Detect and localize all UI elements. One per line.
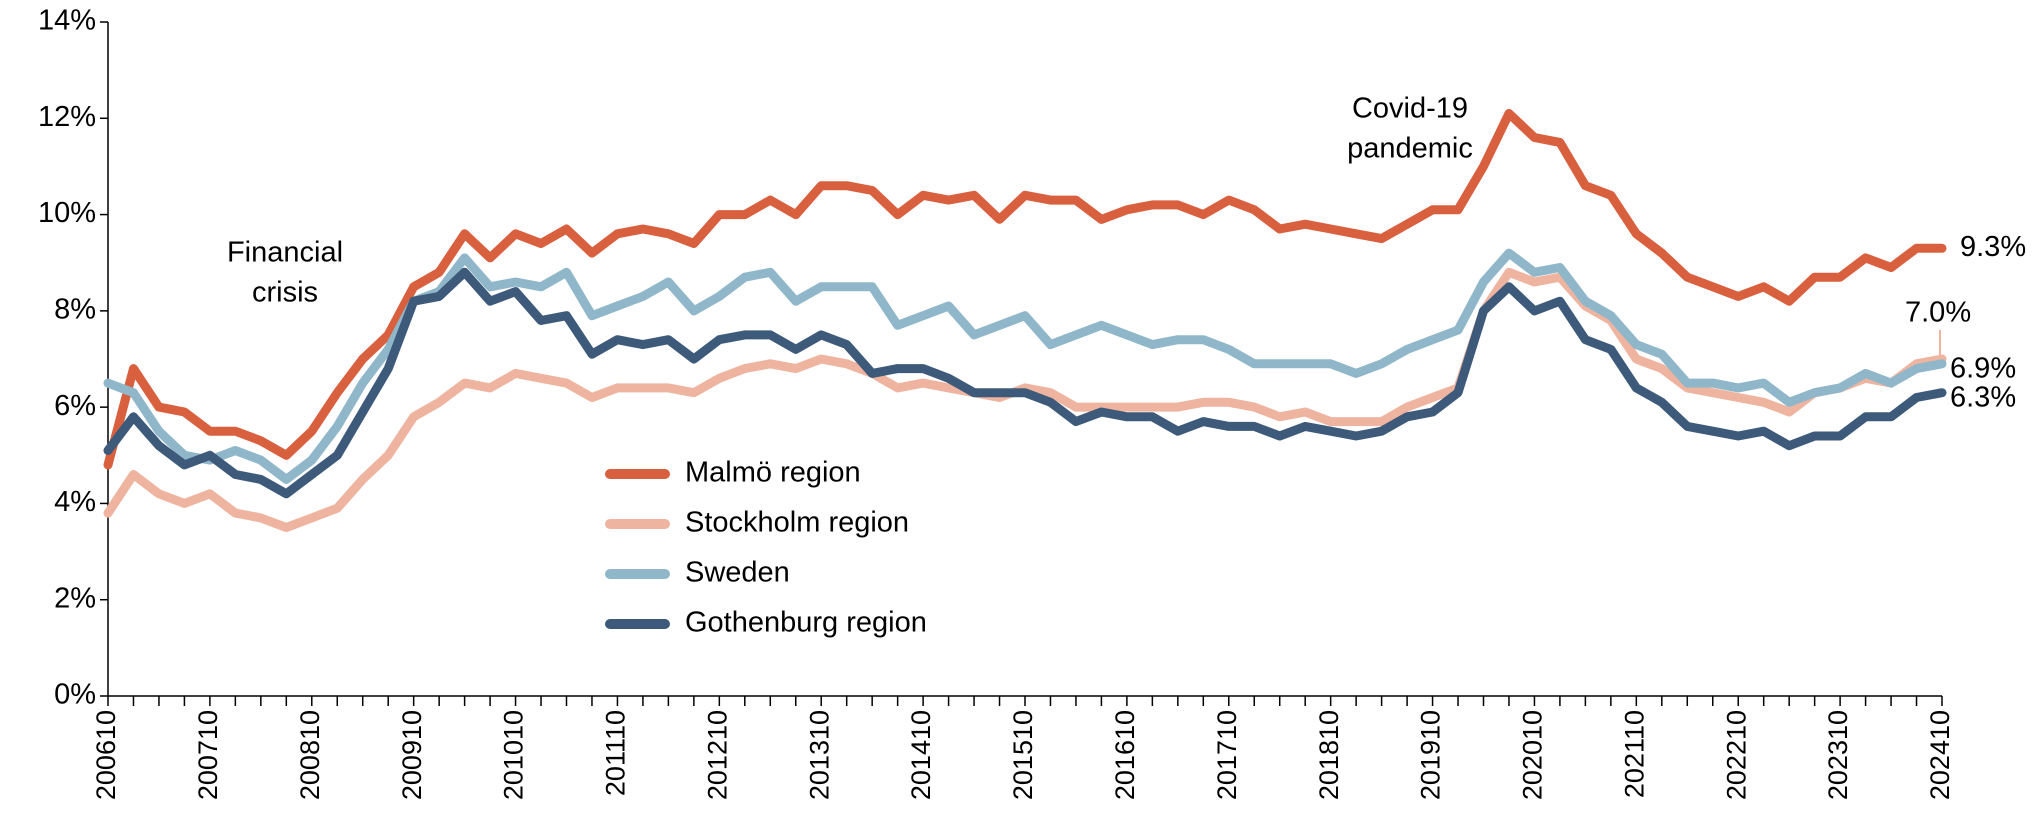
x-tick-label: 202110 <box>1619 710 1649 798</box>
x-tick-label: 201410 <box>906 710 936 800</box>
legend-label: Sweden <box>685 557 790 589</box>
annotation: pandemic <box>1347 133 1473 165</box>
x-tick-label: 202210 <box>1721 710 1751 800</box>
series-line <box>103 248 1947 484</box>
end-label: 6.9% <box>1950 353 2016 385</box>
end-label: 7.0% <box>1905 297 1971 329</box>
annotation: crisis <box>252 277 318 309</box>
x-tick-label: 201610 <box>1110 710 1140 800</box>
series-line <box>103 109 1947 470</box>
x-tick-label: 200910 <box>397 710 427 800</box>
legend-label: Stockholm region <box>685 507 909 539</box>
y-tick-label: 2% <box>54 582 96 614</box>
x-tick-label: 202310 <box>1823 710 1853 800</box>
x-tick-label: 202410 <box>1925 710 1955 800</box>
x-tick-label: 201210 <box>702 710 732 800</box>
annotation: Covid-19 <box>1352 93 1468 125</box>
x-tick-label: 200810 <box>295 710 325 800</box>
end-label: 6.3% <box>1950 382 2016 414</box>
y-tick-label: 10% <box>38 197 96 229</box>
x-tick-label: 201110 <box>601 710 631 796</box>
x-tick-label: 201310 <box>804 710 834 800</box>
x-tick-label: 201710 <box>1212 710 1242 800</box>
y-tick-label: 0% <box>54 679 96 711</box>
y-tick-label: 4% <box>54 486 96 518</box>
series-line <box>103 267 1947 499</box>
x-tick-label: 200610 <box>91 710 121 800</box>
y-tick-label: 12% <box>38 101 96 133</box>
end-label: 9.3% <box>1960 231 2026 263</box>
legend-label: Gothenburg region <box>685 607 927 639</box>
x-tick-label: 201510 <box>1008 710 1038 800</box>
y-tick-label: 14% <box>38 5 96 37</box>
x-tick-label: 201010 <box>499 710 529 800</box>
legend-label: Malmö region <box>685 457 861 489</box>
x-tick-label: 201910 <box>1416 710 1446 800</box>
x-tick-label: 200710 <box>193 710 223 800</box>
x-tick-label: 202010 <box>1518 710 1548 800</box>
x-tick-label: 201810 <box>1314 710 1344 800</box>
series-line <box>103 267 1947 532</box>
y-tick-label: 8% <box>54 294 96 326</box>
y-tick-label: 6% <box>54 390 96 422</box>
annotation: Financial <box>227 237 343 269</box>
